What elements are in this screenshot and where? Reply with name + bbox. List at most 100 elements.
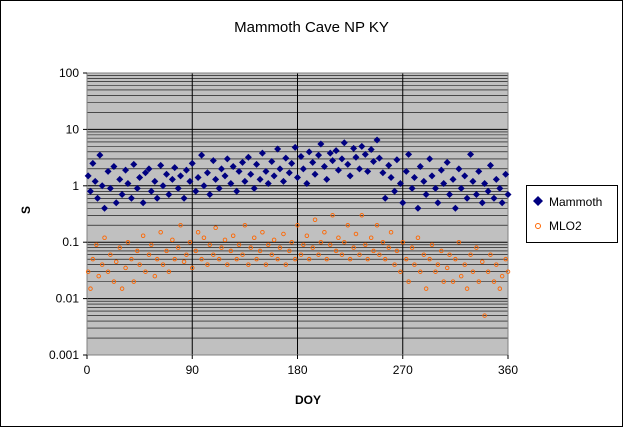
data-point-mammoth xyxy=(221,172,229,180)
data-point-mammoth xyxy=(94,194,102,202)
data-point-mlo2 xyxy=(497,286,503,291)
data-point-mlo2 xyxy=(199,256,204,262)
data-point-mammoth xyxy=(381,194,389,202)
data-point-mammoth xyxy=(250,184,258,192)
data-point-mlo2 xyxy=(184,252,189,257)
x-tick-label: 270 xyxy=(393,363,413,377)
data-point-mlo2 xyxy=(251,235,257,240)
data-point-mlo2 xyxy=(143,269,148,274)
data-point-mammoth xyxy=(98,182,106,190)
data-point-mlo2 xyxy=(111,279,117,284)
data-point-mammoth xyxy=(420,177,428,185)
data-point-mlo2 xyxy=(149,242,154,248)
data-point-mammoth xyxy=(387,174,395,182)
data-point-mammoth xyxy=(502,170,510,178)
data-point-mlo2 xyxy=(228,248,234,254)
data-point-mammoth xyxy=(472,191,480,199)
data-point-mlo2 xyxy=(324,256,329,262)
data-point-mammoth xyxy=(311,170,319,178)
y-tick-label: 0.1 xyxy=(62,235,79,249)
data-point-mlo2 xyxy=(474,245,479,250)
data-point-mammoth xyxy=(315,151,323,159)
data-point-mammoth xyxy=(182,166,190,174)
data-point-mammoth xyxy=(440,179,448,187)
data-point-mlo2 xyxy=(193,248,199,254)
data-point-mammoth xyxy=(157,161,165,169)
data-point-mlo2 xyxy=(322,230,327,235)
data-point-mammoth xyxy=(141,169,149,177)
data-point-mammoth xyxy=(244,153,252,161)
data-point-mlo2 xyxy=(505,269,511,274)
data-point-mammoth xyxy=(188,159,196,167)
data-point-mlo2 xyxy=(301,242,306,248)
data-point-mlo2 xyxy=(160,262,166,267)
legend-label: Mammoth xyxy=(549,195,603,209)
data-point-mlo2 xyxy=(429,242,435,248)
data-point-mlo2 xyxy=(345,222,351,228)
data-point-mammoth xyxy=(402,167,410,175)
data-point-mlo2 xyxy=(347,256,353,262)
data-point-mammoth xyxy=(294,174,301,182)
data-point-mlo2 xyxy=(491,279,497,284)
data-point-mammoth xyxy=(484,187,492,195)
data-point-mammoth xyxy=(262,167,270,175)
data-point-mlo2 xyxy=(351,245,356,250)
data-point-mammoth xyxy=(492,175,500,183)
data-point-mlo2 xyxy=(468,252,473,257)
data-point-mammoth xyxy=(410,174,418,182)
data-point-mlo2 xyxy=(494,262,499,267)
data-point-mammoth xyxy=(192,187,200,195)
data-point-mlo2 xyxy=(418,269,423,274)
data-point-mlo2 xyxy=(421,252,427,257)
data-point-mammoth xyxy=(498,199,506,207)
data-point-mammoth xyxy=(408,184,416,192)
data-point-mlo2 xyxy=(400,239,406,245)
data-point-mammoth xyxy=(475,167,483,175)
data-point-mammoth xyxy=(396,179,404,187)
data-point-mlo2 xyxy=(336,235,341,240)
data-point-mammoth xyxy=(451,204,459,212)
data-point-mammoth xyxy=(159,182,167,190)
data-point-mammoth xyxy=(118,191,126,199)
data-point-mlo2 xyxy=(225,262,230,267)
data-point-mlo2 xyxy=(368,235,374,240)
data-point-mammoth xyxy=(177,172,185,180)
data-point-mlo2 xyxy=(181,259,187,265)
data-point-mlo2 xyxy=(409,245,415,250)
data-point-mlo2 xyxy=(195,230,201,235)
data-point-mammoth xyxy=(200,182,208,190)
data-point-mammoth xyxy=(101,204,109,212)
data-point-mlo2 xyxy=(365,256,370,262)
data-point-mammoth xyxy=(206,191,214,199)
data-point-mammoth xyxy=(446,191,454,199)
data-point-mammoth xyxy=(309,158,317,166)
data-point-mammoth xyxy=(504,191,512,199)
x-tick-label: 360 xyxy=(498,363,518,377)
data-point-mlo2 xyxy=(412,262,417,267)
data-point-mlo2 xyxy=(164,248,169,254)
data-point-mlo2 xyxy=(99,262,105,267)
data-point-mammoth xyxy=(373,136,381,144)
data-point-mammoth xyxy=(217,165,225,173)
data-point-mammoth xyxy=(168,175,176,183)
data-point-mammoth xyxy=(461,172,469,180)
data-point-mammoth xyxy=(481,179,489,187)
data-point-mammoth xyxy=(344,160,352,168)
data-point-mammoth xyxy=(96,151,104,159)
data-point-mlo2 xyxy=(377,252,382,257)
data-point-mammoth xyxy=(139,199,147,207)
data-point-mammoth xyxy=(457,184,465,192)
data-point-mlo2 xyxy=(339,252,345,257)
data-point-mlo2 xyxy=(394,248,400,254)
data-point-mammoth xyxy=(323,175,331,183)
data-point-mammoth xyxy=(346,172,354,180)
data-point-mammoth xyxy=(455,165,463,173)
data-point-mlo2 xyxy=(85,269,91,274)
data-point-mammoth xyxy=(180,194,188,202)
data-point-mammoth xyxy=(270,172,278,180)
data-point-mammoth xyxy=(305,148,313,156)
data-point-mammoth xyxy=(268,157,276,165)
data-point-mammoth xyxy=(434,199,442,207)
data-point-mammoth xyxy=(130,160,138,168)
